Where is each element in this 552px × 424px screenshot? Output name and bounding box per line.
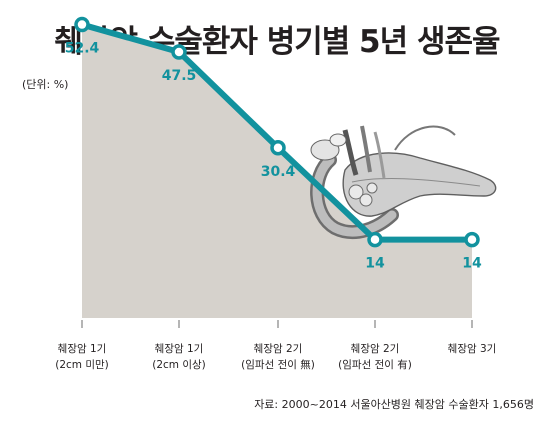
category-label-3-0: 췌장암 2기 <box>351 343 400 355</box>
value-label-1: 47.5 <box>162 68 197 84</box>
value-label-0: 52.4 <box>65 41 100 57</box>
category-label-0-0: 췌장암 1기 <box>58 343 107 355</box>
source-note: 자료: 2000~2014 서울아산병원 췌장암 수술환자 1,656명 <box>254 398 534 411</box>
data-point-4 <box>464 231 480 248</box>
pancreas-illustration <box>310 125 497 239</box>
value-label-2: 30.4 <box>261 164 296 180</box>
category-label-2-0: 췌장암 2기 <box>254 343 303 355</box>
category-label-2-1: (임파선 전이 無) <box>241 358 315 371</box>
value-labels: 52.4 47.5 30.4 14 14 <box>65 41 482 272</box>
x-axis-ticks <box>81 320 473 328</box>
data-point-3 <box>367 231 383 248</box>
unit-label: (단위: %) <box>22 78 69 91</box>
category-label-1-0: 췌장암 1기 <box>155 343 204 355</box>
data-point-2 <box>270 140 286 156</box>
category-label-4-0: 췌장암 3기 <box>448 343 497 355</box>
data-point-1 <box>171 44 187 60</box>
value-label-3: 14 <box>365 256 385 272</box>
data-points <box>74 16 480 248</box>
value-label-4: 14 <box>462 256 482 272</box>
category-label-1-1: (2cm 이상) <box>152 359 206 371</box>
category-labels: 췌장암 1기 (2cm 미만) 췌장암 1기 (2cm 이상) 췌장암 2기 (임파선 전… <box>55 343 496 371</box>
category-label-0-1: (2cm 미만) <box>55 359 109 371</box>
data-point-0 <box>74 16 90 33</box>
category-label-3-1: (임파선 전이 有) <box>338 358 412 371</box>
